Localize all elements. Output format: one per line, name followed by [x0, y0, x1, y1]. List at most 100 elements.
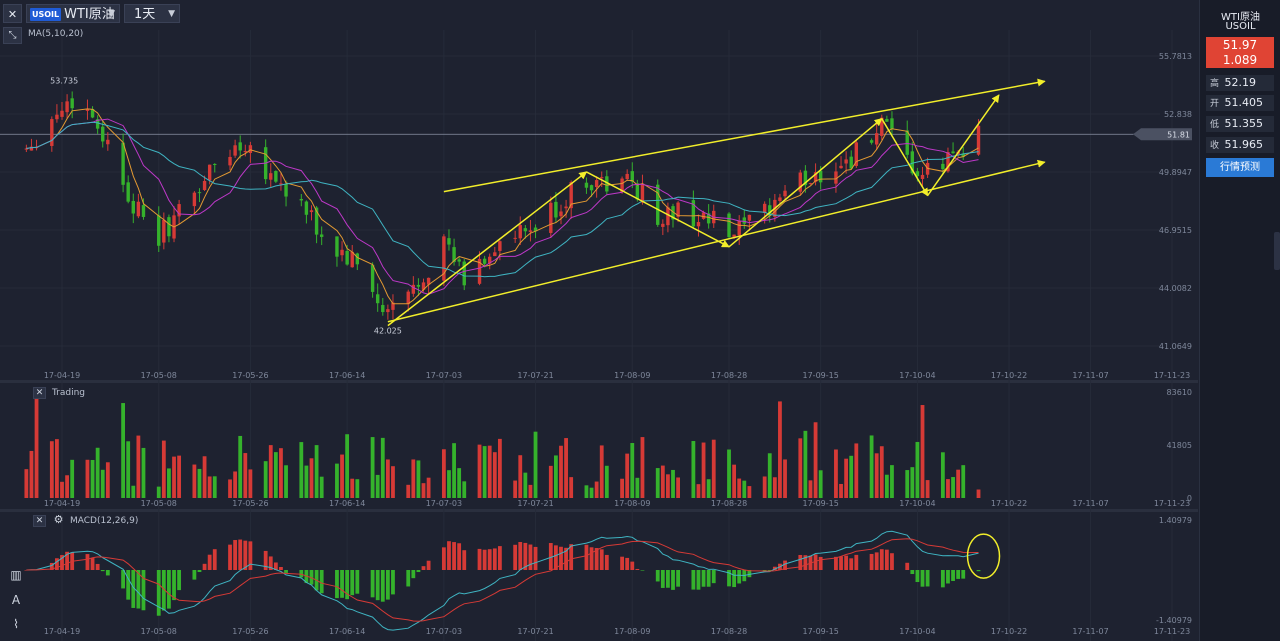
macd-histogram-bar	[691, 570, 696, 590]
macd-histogram-bar	[355, 570, 360, 594]
volume-bar	[553, 455, 558, 498]
candle-body	[70, 98, 74, 109]
quote-panel: WTI原油 USOIL 51.97 1.089 高 52.19 开 51.405…	[1199, 0, 1280, 641]
gear-icon[interactable]: ⚙	[53, 513, 64, 526]
low-value: 51.355	[1224, 117, 1264, 130]
x-tick-label: 17-07-21	[517, 499, 553, 508]
macd-histogram-bar	[747, 570, 752, 578]
chart-area[interactable]: 17-04-19 17-04-19 17-04-19 17-05-08 17-05-08…	[0, 0, 1198, 641]
panel-resize-handle[interactable]	[1274, 232, 1280, 270]
low-label: 低	[1210, 120, 1220, 130]
candle-body	[600, 177, 604, 179]
low-annotation: 42.025	[374, 327, 402, 336]
candle-body	[177, 204, 181, 217]
candle-body	[630, 171, 634, 182]
volume-bar	[604, 465, 609, 498]
volume-bar	[299, 442, 304, 498]
forecast-button[interactable]: 行情预测	[1206, 158, 1274, 177]
candle-body	[95, 119, 100, 129]
candle-body	[24, 148, 29, 150]
candle-body	[421, 282, 426, 290]
volume-bar	[762, 476, 767, 498]
candle-body	[834, 171, 838, 184]
candle-body	[594, 180, 599, 188]
volume-bar	[803, 430, 808, 498]
candle-body	[85, 109, 90, 111]
volume-bar	[309, 458, 314, 498]
macd-histogram-bar	[391, 570, 395, 595]
candle-body	[157, 215, 161, 246]
volume-bar	[890, 465, 894, 498]
macd-histogram-bar	[284, 570, 288, 573]
macd-histogram-bar	[156, 570, 161, 616]
candle-body	[136, 201, 141, 217]
volume-y-tick-label: 0	[1187, 494, 1192, 503]
candle-body	[849, 156, 853, 169]
candle-body	[808, 183, 813, 185]
volume-bar	[666, 474, 670, 498]
period-selector[interactable]: 1天 ▼	[124, 4, 180, 23]
chevron-down-icon: ▼	[108, 9, 115, 19]
volume-bar	[375, 474, 380, 498]
macd-histogram-bar	[90, 558, 95, 570]
x-tick-label: 17-11-23	[1154, 371, 1190, 380]
macd-histogram-bar	[192, 570, 197, 580]
volume-bar	[167, 468, 171, 498]
candle-body	[564, 206, 568, 209]
macd-histogram-bar	[482, 549, 487, 570]
symbol-selector[interactable]: USOIL WTI原油 ▼	[26, 4, 120, 23]
macd-histogram-bar	[172, 570, 176, 601]
macd-histogram-bar	[350, 570, 355, 596]
macd-histogram-bar	[411, 570, 416, 579]
macd-histogram-bar	[24, 570, 29, 571]
volume-bar	[940, 452, 945, 498]
macd-histogram-bar	[268, 556, 273, 570]
volume-bar	[233, 471, 238, 498]
macd-histogram-bar	[940, 570, 945, 588]
macd-histogram-bar	[441, 547, 446, 570]
waveform-tool-icon[interactable]: ⌇	[13, 617, 19, 631]
candle-body	[910, 151, 915, 174]
candle-body	[482, 258, 487, 264]
candle-body	[768, 205, 772, 216]
volume-bar	[767, 453, 772, 498]
macd-histogram-bar	[767, 570, 772, 571]
volume-bar	[105, 462, 110, 498]
candle-body	[732, 234, 736, 238]
volume-bar	[884, 474, 889, 498]
panel-divider	[0, 509, 1198, 512]
close-icon[interactable]: ✕	[3, 4, 22, 23]
chart-type-icon[interactable]: ▥	[10, 568, 22, 582]
candle-body	[370, 264, 375, 292]
candle-body	[951, 151, 955, 154]
macd-histogram-bar	[818, 556, 823, 570]
text-tool-icon[interactable]: A	[11, 593, 21, 607]
price-chart-svg[interactable]: 17-04-19 17-04-19 17-04-19 17-05-08 17-05-08…	[0, 0, 1198, 641]
close-icon[interactable]: ✕	[33, 515, 46, 527]
volume-bar	[594, 481, 599, 498]
volume-bar	[202, 456, 207, 498]
volume-bar	[487, 445, 492, 498]
y-tick-label: 52.838	[1164, 110, 1192, 119]
collapse-icon[interactable]: ⤡	[3, 27, 22, 44]
macd-histogram-bar	[340, 570, 344, 598]
wave-arrow	[387, 171, 588, 327]
volume-bar	[90, 459, 95, 498]
candle-body	[462, 261, 466, 286]
volume-bar	[778, 401, 782, 498]
x-tick-label: 17-05-26	[232, 499, 268, 508]
volume-bar	[340, 454, 344, 498]
macd-histogram-bar	[890, 553, 894, 570]
x-tick-label: 17-05-08	[141, 371, 177, 380]
macd-histogram-bar	[370, 570, 375, 598]
candle-body	[416, 284, 421, 287]
macd-histogram-bar	[161, 570, 166, 611]
volume-bar	[564, 438, 568, 498]
candle-body	[635, 183, 640, 200]
volume-bar	[441, 449, 446, 498]
volume-bar	[737, 478, 742, 498]
candle-body	[207, 164, 212, 181]
candle-body	[874, 133, 879, 145]
close-icon[interactable]: ✕	[33, 387, 46, 399]
macd-histogram-bar	[299, 570, 304, 578]
